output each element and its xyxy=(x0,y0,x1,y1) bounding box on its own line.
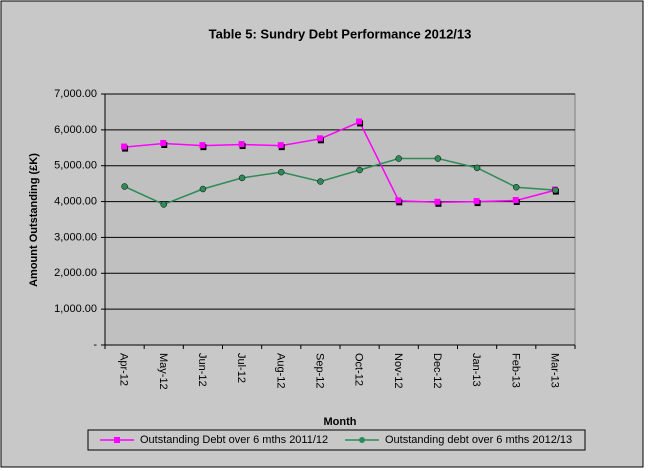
legend-label: Outstanding Debt over 6 mths 2011/12 xyxy=(140,434,328,446)
series-line xyxy=(124,157,556,206)
marker xyxy=(356,118,363,125)
x-tick-label: Jan-13 xyxy=(470,353,482,387)
marker xyxy=(434,198,441,205)
x-tick-label: Dec-12 xyxy=(431,353,443,388)
marker xyxy=(121,183,128,190)
marker xyxy=(199,142,206,149)
x-tick-label: Sep-12 xyxy=(314,353,326,388)
marker xyxy=(277,142,284,149)
marker xyxy=(395,155,402,162)
y-tick-label: 1,000.00 xyxy=(54,303,97,315)
x-tick-label: Oct-12 xyxy=(353,353,365,386)
chart-title: Table 5: Sundry Debt Performance 2012/13 xyxy=(209,26,472,41)
marker xyxy=(473,198,480,205)
y-tick-label: 2,000.00 xyxy=(54,267,97,279)
marker xyxy=(121,143,128,150)
y-tick-label: 7,000.00 xyxy=(54,88,97,100)
x-tick-label: Feb-13 xyxy=(509,353,521,388)
x-tick-label: Mar-13 xyxy=(549,353,561,388)
marker xyxy=(160,201,167,208)
legend-marker xyxy=(359,437,365,443)
y-tick-label: 3,000.00 xyxy=(54,231,97,243)
y-tick-label: 6,000.00 xyxy=(54,124,97,136)
marker xyxy=(316,135,323,142)
marker xyxy=(356,166,363,174)
x-tick-label: May-12 xyxy=(157,353,169,390)
x-tick-label: Jul-12 xyxy=(235,353,247,383)
legend-label: Outstanding debt over 6 mths 2012/13 xyxy=(385,434,572,446)
marker xyxy=(512,196,519,203)
y-tick-label: - xyxy=(93,339,97,351)
y-axis-title: Amount Outstanding (£K) xyxy=(28,153,40,287)
marker xyxy=(473,164,481,172)
x-tick-label: Nov-12 xyxy=(392,353,404,388)
marker xyxy=(238,141,245,148)
y-tick-label: 4,000.00 xyxy=(54,195,97,207)
marker xyxy=(199,185,207,193)
marker xyxy=(434,155,442,162)
plot-area xyxy=(104,93,576,346)
x-tick-label: Apr-12 xyxy=(118,353,130,386)
marker xyxy=(395,197,402,204)
marker xyxy=(513,183,520,191)
marker xyxy=(552,186,559,194)
legend-marker xyxy=(114,437,120,443)
legend xyxy=(87,429,586,451)
marker xyxy=(160,139,167,146)
marker xyxy=(278,168,285,176)
series-line xyxy=(124,120,556,204)
x-tick-label: Jun-12 xyxy=(196,353,208,387)
y-tick-label: 5,000.00 xyxy=(54,160,97,172)
marker xyxy=(238,174,246,182)
x-tick-label: Aug-12 xyxy=(274,353,286,388)
marker xyxy=(317,178,324,185)
x-axis-title: Month xyxy=(324,416,357,428)
